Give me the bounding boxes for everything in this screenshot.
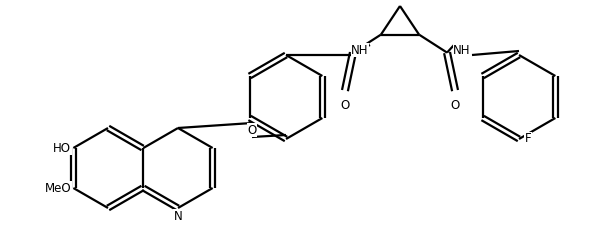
Text: N: N: [173, 210, 182, 223]
Text: O: O: [451, 99, 460, 112]
Text: O: O: [340, 99, 350, 112]
Text: O: O: [247, 124, 257, 136]
Text: HO: HO: [53, 142, 71, 155]
Text: NH: NH: [453, 43, 471, 57]
Text: NH: NH: [351, 43, 369, 57]
Text: MeO: MeO: [45, 182, 71, 194]
Text: F: F: [525, 132, 532, 146]
